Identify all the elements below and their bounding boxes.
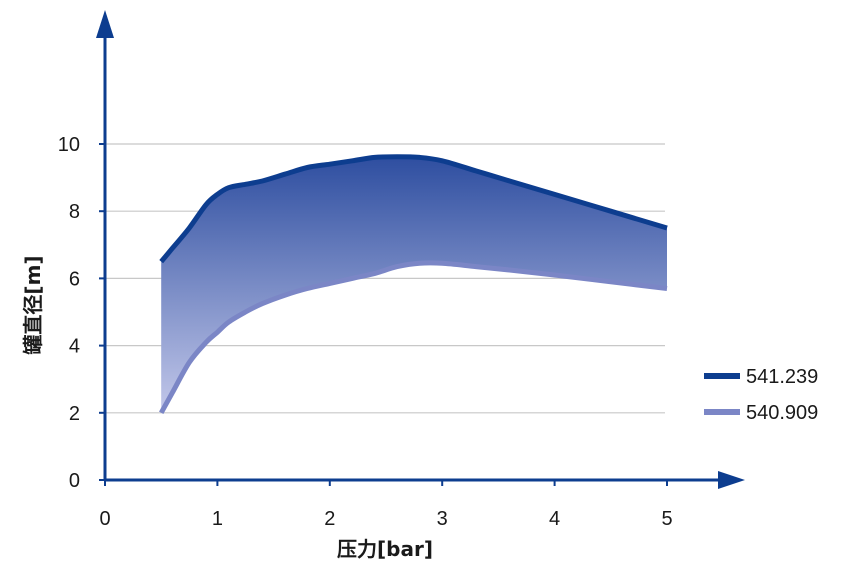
y-tick-label: 4: [69, 336, 80, 358]
y-axis-title: 罐直径[m]: [21, 255, 45, 355]
axes: [96, 10, 745, 489]
x-tick-label: 3: [437, 508, 448, 530]
area-fill: [161, 156, 667, 413]
x-tick-label: 0: [99, 508, 110, 530]
series-lines: [159, 154, 668, 415]
y-tick-label: 2: [69, 403, 80, 425]
tick-labels: 0 1 2 3 4 5 0 2 4 6 8 10: [58, 134, 673, 530]
x-tick-label: 4: [549, 508, 560, 530]
x-tick-label: 1: [212, 508, 223, 530]
y-tick-label: 10: [58, 134, 80, 156]
x-tick-label: 5: [661, 508, 672, 530]
y-tick-label: 6: [69, 268, 80, 290]
legend: 541.239 540.909: [704, 366, 818, 424]
area-between-series: [161, 156, 667, 413]
legend-item-541239: 541.239: [704, 366, 818, 388]
x-axis-arrow: [718, 471, 745, 489]
y-tick-label: 0: [69, 470, 80, 492]
legend-label: 541.239: [746, 366, 818, 388]
x-tick-label: 2: [324, 508, 335, 530]
series-line-541239: [159, 154, 668, 264]
x-axis-title: 压力[bar]: [337, 537, 433, 561]
y-tick-label: 8: [69, 201, 80, 223]
series-line-540909: [159, 260, 668, 415]
legend-label: 540.909: [746, 402, 818, 424]
legend-item-540909: 540.909: [704, 402, 818, 424]
y-axis-arrow: [96, 10, 114, 38]
